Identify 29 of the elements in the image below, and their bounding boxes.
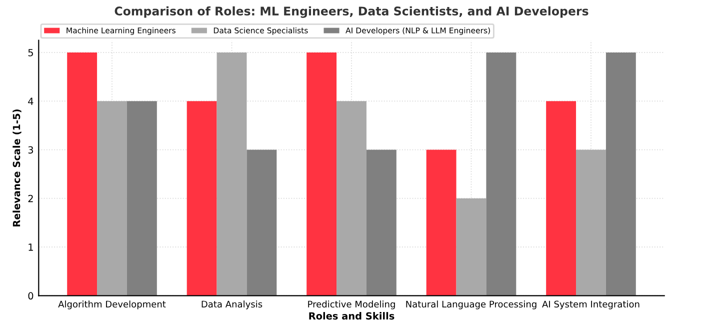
bar — [246, 150, 277, 296]
bar — [606, 52, 636, 296]
bar — [576, 150, 606, 296]
x-tick-label: Algorithm Development — [58, 300, 166, 310]
bar — [366, 150, 396, 296]
bar — [546, 101, 576, 296]
bar — [186, 101, 217, 296]
y-tick-label: 2 — [28, 194, 33, 202]
bar — [456, 198, 486, 296]
bar — [426, 150, 456, 296]
x-tick-label: Predictive Modeling — [308, 300, 395, 310]
chart-title: Comparison of Roles: ML Engineers, Data Scientists, and AI Developers — [114, 6, 588, 18]
bar — [336, 101, 366, 296]
x-axis-title: Roles and Skills — [309, 312, 394, 320]
bar — [216, 52, 247, 296]
bar — [97, 101, 127, 296]
x-tick-label: Data Analysis — [202, 300, 262, 310]
y-tick-label: 5 — [28, 49, 33, 56]
bar — [306, 52, 337, 296]
bar — [126, 101, 157, 296]
x-tick-label: AI System Integration — [542, 300, 640, 310]
y-axis-title: Relevance Scale (1-5) — [12, 110, 22, 226]
bar — [67, 52, 98, 296]
y-tick-label: 4 — [28, 98, 34, 105]
x-tick-label: Natural Language Processing — [406, 300, 536, 310]
y-tick-label: 0 — [28, 292, 34, 300]
bar — [486, 52, 516, 296]
y-tick-label: 1 — [28, 244, 33, 251]
y-tick-label: 3 — [28, 146, 34, 154]
